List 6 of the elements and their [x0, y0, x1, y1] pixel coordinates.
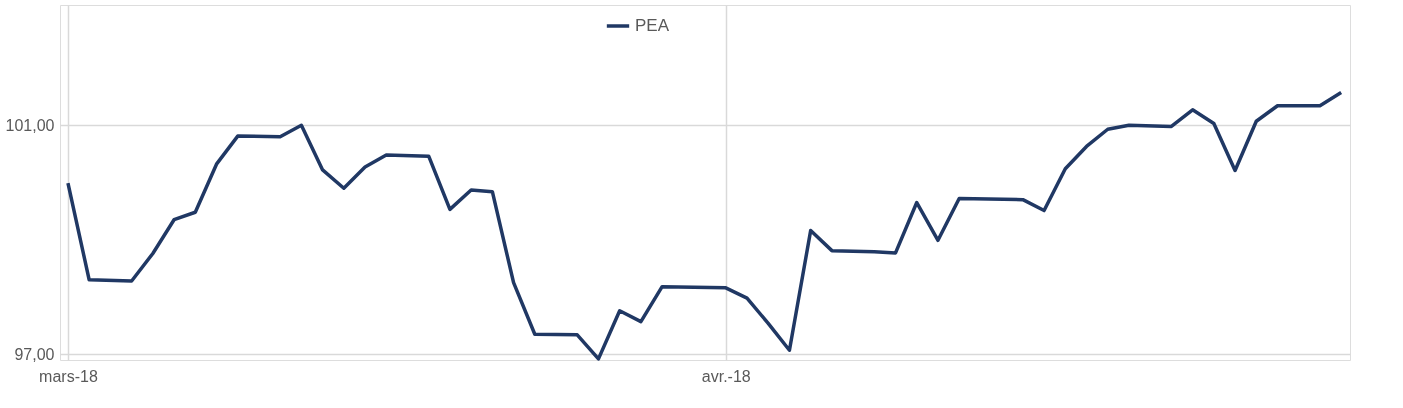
x-tick-label: mars-18 — [39, 367, 98, 385]
y-tick-label: 97,00 — [14, 345, 55, 363]
legend-label: PEA — [635, 16, 670, 35]
y-tick-label: 101,00 — [5, 116, 55, 134]
x-tick-label: avr.-18 — [701, 367, 751, 385]
line-series — [66, 90, 1343, 361]
